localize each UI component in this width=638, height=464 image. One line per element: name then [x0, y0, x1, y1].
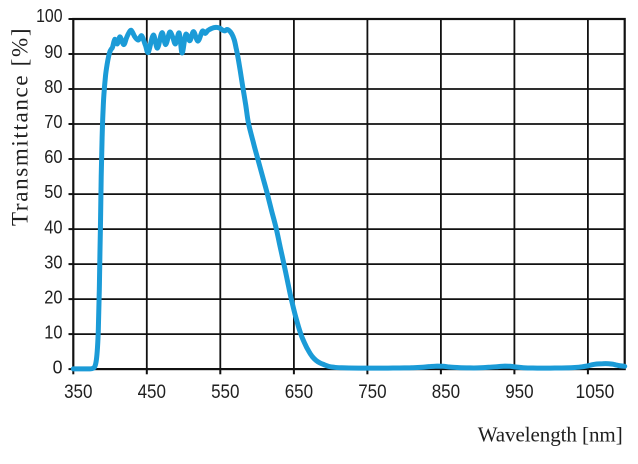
- svg-text:10: 10: [44, 321, 62, 342]
- svg-text:950: 950: [505, 381, 534, 403]
- svg-text:650: 650: [285, 381, 314, 403]
- svg-text:20: 20: [44, 286, 62, 307]
- svg-text:40: 40: [44, 216, 62, 237]
- svg-text:90: 90: [44, 41, 62, 62]
- svg-text:70: 70: [44, 111, 62, 132]
- svg-text:50: 50: [44, 181, 62, 202]
- svg-text:80: 80: [44, 76, 62, 97]
- svg-text:Wavelength [nm]: Wavelength [nm]: [478, 422, 623, 446]
- svg-text:60: 60: [44, 146, 62, 167]
- svg-text:Transmittance [%]: Transmittance [%]: [8, 29, 33, 227]
- svg-text:550: 550: [211, 381, 240, 403]
- svg-text:750: 750: [358, 381, 387, 403]
- svg-text:0: 0: [53, 356, 63, 377]
- svg-text:450: 450: [138, 381, 167, 403]
- svg-text:100: 100: [36, 5, 62, 26]
- svg-text:30: 30: [44, 251, 62, 272]
- svg-text:1050: 1050: [576, 381, 615, 403]
- svg-text:350: 350: [64, 381, 93, 403]
- svg-text:850: 850: [432, 381, 461, 403]
